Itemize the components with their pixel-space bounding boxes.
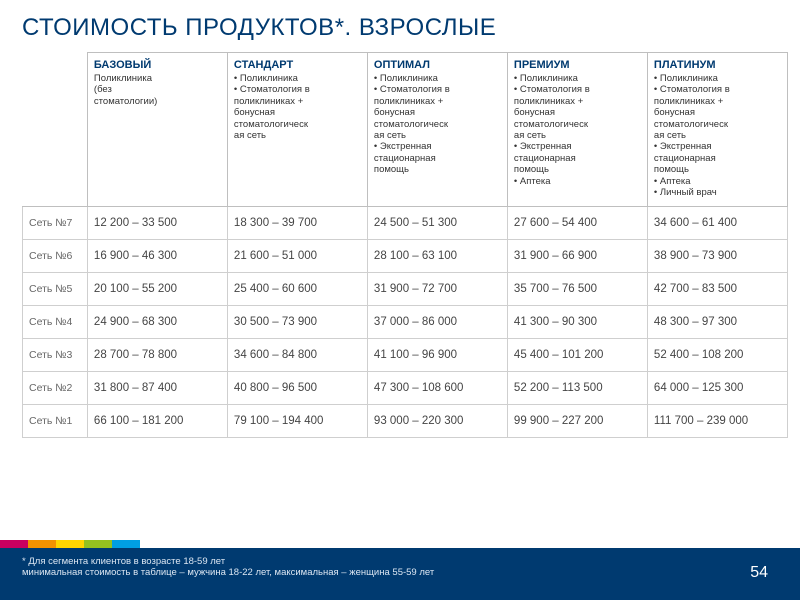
price-cell: 45 400 – 101 200 bbox=[507, 339, 647, 372]
table-header: БАЗОВЫЙПоликлиника(безстоматологии)СТАНД… bbox=[23, 53, 788, 207]
price-cell: 41 100 – 96 900 bbox=[367, 339, 507, 372]
price-cell: 16 900 – 46 300 bbox=[87, 240, 227, 273]
price-cell: 42 700 – 83 500 bbox=[647, 273, 787, 306]
price-cell: 31 800 – 87 400 bbox=[87, 372, 227, 405]
row-label: Сеть №3 bbox=[23, 339, 88, 372]
price-cell: 31 900 – 66 900 bbox=[507, 240, 647, 273]
plan-description: • Поликлиника• Стоматология вполиклиника… bbox=[374, 73, 501, 176]
price-cell: 47 300 – 108 600 bbox=[367, 372, 507, 405]
price-cell: 34 600 – 84 800 bbox=[227, 339, 367, 372]
table-row: Сеть №166 100 – 181 20079 100 – 194 4009… bbox=[23, 405, 788, 438]
table-row: Сеть №616 900 – 46 30021 600 – 51 00028 … bbox=[23, 240, 788, 273]
plan-header: БАЗОВЫЙ Поликлиника(безстоматологии) bbox=[87, 53, 227, 207]
page-title: СТОИМОСТЬ ПРОДУКТОВ*. ВЗРОСЛЫЕ bbox=[0, 0, 800, 52]
price-cell: 52 200 – 113 500 bbox=[507, 372, 647, 405]
plan-header: ПРЕМИУМ • Поликлиника• Стоматология вполи… bbox=[507, 53, 647, 207]
row-label: Сеть №6 bbox=[23, 240, 88, 273]
footnote-line-1: * Для сегмента клиентов в возрасте 18-59… bbox=[22, 556, 800, 567]
price-cell: 24 500 – 51 300 bbox=[367, 207, 507, 240]
price-cell: 24 900 – 68 300 bbox=[87, 306, 227, 339]
row-label: Сеть №4 bbox=[23, 306, 88, 339]
plan-header: ПЛАТИНУМ • Поликлиника• Стоматология впол… bbox=[647, 53, 787, 207]
table-row: Сеть №424 900 – 68 30030 500 – 73 90037 … bbox=[23, 306, 788, 339]
table-corner bbox=[23, 53, 88, 207]
price-cell: 20 100 – 55 200 bbox=[87, 273, 227, 306]
price-cell: 35 700 – 76 500 bbox=[507, 273, 647, 306]
price-cell: 30 500 – 73 900 bbox=[227, 306, 367, 339]
price-cell: 12 200 – 33 500 bbox=[87, 207, 227, 240]
plan-header: ОПТИМАЛ • Поликлиника• Стоматология вполи… bbox=[367, 53, 507, 207]
plan-name: ПРЕМИУМ bbox=[514, 59, 641, 71]
plan-header: СТАНДАРТ • Поликлиника• Стоматология впол… bbox=[227, 53, 367, 207]
price-cell: 99 900 – 227 200 bbox=[507, 405, 647, 438]
pricing-table-container: БАЗОВЫЙПоликлиника(безстоматологии)СТАНД… bbox=[0, 52, 800, 438]
price-cell: 28 700 – 78 800 bbox=[87, 339, 227, 372]
price-cell: 38 900 – 73 900 bbox=[647, 240, 787, 273]
footer: * Для сегмента клиентов в возрасте 18-59… bbox=[0, 548, 800, 600]
price-cell: 28 100 – 63 100 bbox=[367, 240, 507, 273]
row-label: Сеть №5 bbox=[23, 273, 88, 306]
price-cell: 48 300 – 97 300 bbox=[647, 306, 787, 339]
price-cell: 93 000 – 220 300 bbox=[367, 405, 507, 438]
price-cell: 34 600 – 61 400 bbox=[647, 207, 787, 240]
price-cell: 111 700 – 239 000 bbox=[647, 405, 787, 438]
price-cell: 66 100 – 181 200 bbox=[87, 405, 227, 438]
price-cell: 40 800 – 96 500 bbox=[227, 372, 367, 405]
table-row: Сеть №231 800 – 87 40040 800 – 96 50047 … bbox=[23, 372, 788, 405]
table-row: Сеть №328 700 – 78 80034 600 – 84 80041 … bbox=[23, 339, 788, 372]
row-label: Сеть №1 bbox=[23, 405, 88, 438]
table-body: Сеть №712 200 – 33 50018 300 – 39 70024 … bbox=[23, 207, 788, 438]
table-row: Сеть №712 200 – 33 50018 300 – 39 70024 … bbox=[23, 207, 788, 240]
pricing-table: БАЗОВЫЙПоликлиника(безстоматологии)СТАНД… bbox=[22, 52, 788, 438]
plan-description: Поликлиника(безстоматологии) bbox=[94, 73, 221, 107]
footer-accent-stripes bbox=[0, 540, 140, 548]
plan-name: ОПТИМАЛ bbox=[374, 59, 501, 71]
price-cell: 52 400 – 108 200 bbox=[647, 339, 787, 372]
price-cell: 64 000 – 125 300 bbox=[647, 372, 787, 405]
price-cell: 31 900 – 72 700 bbox=[367, 273, 507, 306]
plan-description: • Поликлиника• Стоматология вполиклиника… bbox=[234, 73, 361, 141]
price-cell: 41 300 – 90 300 bbox=[507, 306, 647, 339]
row-label: Сеть №7 bbox=[23, 207, 88, 240]
plan-description: • Поликлиника• Стоматология вполиклиника… bbox=[514, 73, 641, 187]
page-number: 54 bbox=[750, 564, 768, 582]
plan-name: БАЗОВЫЙ bbox=[94, 59, 221, 71]
plan-name: СТАНДАРТ bbox=[234, 59, 361, 71]
plan-name: ПЛАТИНУМ bbox=[654, 59, 781, 71]
price-cell: 37 000 – 86 000 bbox=[367, 306, 507, 339]
footnote-line-2: минимальная стоимость в таблице – мужчин… bbox=[22, 567, 800, 578]
plan-description: • Поликлиника• Стоматология вполиклиника… bbox=[654, 73, 781, 198]
table-row: Сеть №520 100 – 55 20025 400 – 60 60031 … bbox=[23, 273, 788, 306]
price-cell: 79 100 – 194 400 bbox=[227, 405, 367, 438]
row-label: Сеть №2 bbox=[23, 372, 88, 405]
price-cell: 21 600 – 51 000 bbox=[227, 240, 367, 273]
price-cell: 18 300 – 39 700 bbox=[227, 207, 367, 240]
price-cell: 25 400 – 60 600 bbox=[227, 273, 367, 306]
price-cell: 27 600 – 54 400 bbox=[507, 207, 647, 240]
